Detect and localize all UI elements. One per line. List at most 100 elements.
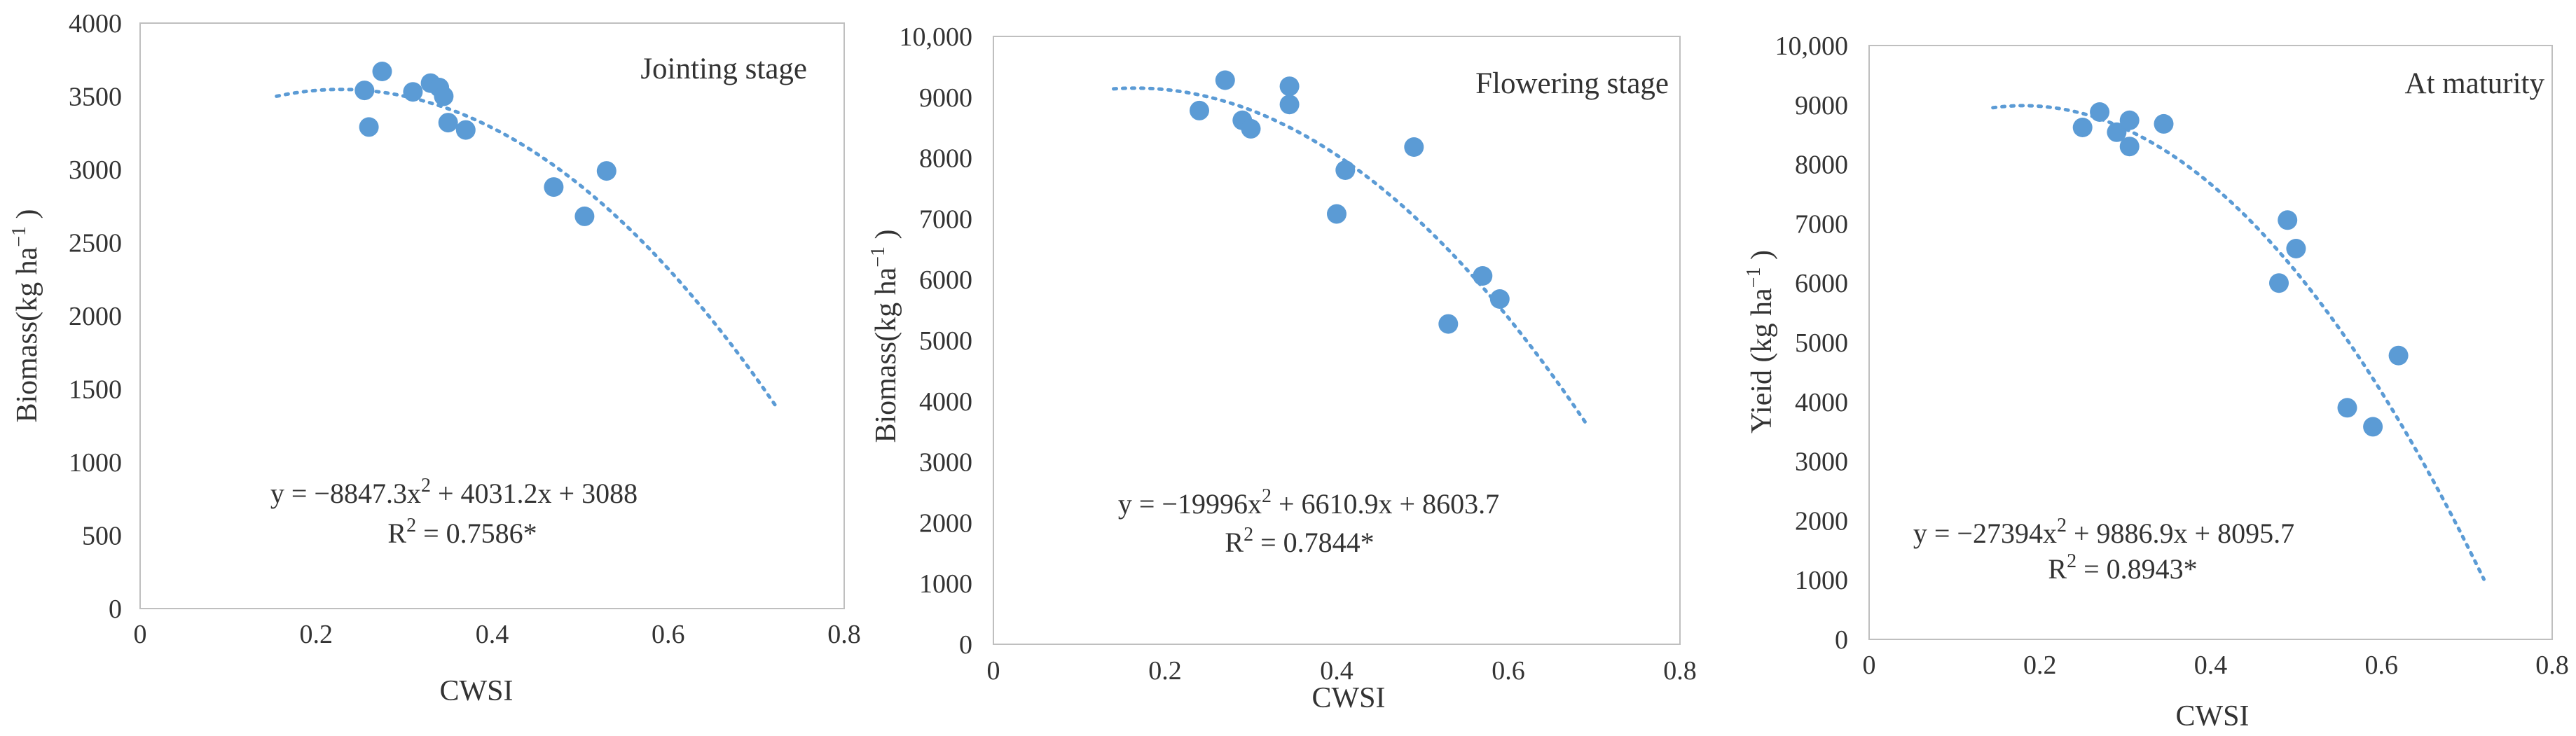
data-marks-maturity: 0 1000 2000 3000 4000 5000 6000 7000 8000 9000 10,… <box>1775 32 2569 680</box>
y-tick-label-jointing: 1500 <box>69 375 122 405</box>
x-tick-label-jointing: 0.8 <box>827 620 861 649</box>
data-point-maturity <box>2363 417 2383 437</box>
data-point-jointing <box>434 86 454 106</box>
y-tick-label-flowering: 5000 <box>919 326 972 356</box>
y-tick-label-maturity: 9000 <box>1795 91 1848 120</box>
x-tick-label-flowering: 0.8 <box>1663 656 1697 686</box>
x-tick-label-flowering: 0 <box>987 656 1000 686</box>
r-squared-jointing: R2 = 0.7586* <box>387 515 537 549</box>
data-point-maturity <box>2090 102 2110 122</box>
plot-area-flowering <box>993 36 1681 645</box>
plot-area-maturity <box>1868 45 2553 640</box>
data-point-maturity <box>2337 398 2357 418</box>
x-tick-label-jointing: 0 <box>134 620 147 649</box>
y-tick-label-jointing: 3500 <box>69 83 122 112</box>
data-point-jointing <box>403 82 423 102</box>
trendline-maturity <box>1991 104 2486 581</box>
y-axis-title-flowering: Biomass(kg ha−1 ) <box>867 229 902 443</box>
y-axis-title-jointing: Biomass(kg ha−1 ) <box>8 209 43 422</box>
x-tick-label-flowering: 0.6 <box>1492 656 1525 686</box>
data-point-flowering <box>1279 95 1300 115</box>
equation-maturity: y = −27394x2 + 9886.9x + 8095.7 <box>1913 515 2294 549</box>
data-point-flowering <box>1438 314 1459 334</box>
x-axis-title-jointing: CWSI <box>440 675 514 707</box>
x-axis-title-maturity: CWSI <box>2176 700 2250 732</box>
r-squared-flowering: R2 = 0.7844* <box>1225 524 1374 558</box>
data-point-maturity <box>2119 137 2140 157</box>
y-tick-label-flowering: 1000 <box>919 569 972 599</box>
data-point-maturity <box>2072 118 2093 137</box>
data-point-maturity <box>2107 122 2127 142</box>
data-point-maturity <box>2278 210 2298 230</box>
r-squared-maturity: R2 = 0.8943* <box>2048 550 2197 585</box>
y-tick-label-maturity: 2000 <box>1795 506 1848 536</box>
stage-label-maturity: At maturity <box>2405 67 2545 100</box>
data-marks-flowering: 0 1000 2000 3000 4000 5000 6000 7000 8000 9000 10,… <box>900 22 1697 686</box>
data-point-jointing <box>596 161 617 181</box>
data-point-jointing <box>544 177 564 197</box>
data-point-flowering <box>1215 70 1235 90</box>
y-tick-label-flowering: 7000 <box>919 204 972 234</box>
data-point-maturity <box>2154 113 2174 134</box>
data-point-flowering <box>1279 76 1300 97</box>
y-tick-label-flowering: 4000 <box>919 387 972 417</box>
y-tick-label-maturity: 3000 <box>1795 447 1848 477</box>
data-point-flowering <box>1241 118 1261 139</box>
stage-label-jointing: Jointing stage <box>640 53 807 85</box>
x-tick-label-maturity: 0 <box>1863 651 1876 680</box>
data-point-flowering <box>1327 204 1346 224</box>
data-point-jointing <box>574 206 595 226</box>
y-tick-label-maturity: 0 <box>1835 625 1848 655</box>
data-point-jointing <box>354 81 375 101</box>
x-tick-label-flowering: 0.4 <box>1320 656 1354 686</box>
data-marks-jointing: 0 500 1000 1500 2000 2500 3000 3500 4000 0 0.2 0.4 0… <box>69 9 861 649</box>
y-tick-label-jointing: 0 <box>109 595 122 624</box>
y-tick-label-maturity: 7000 <box>1795 209 1848 239</box>
y-tick-label-flowering: 3000 <box>919 448 972 478</box>
y-tick-label-flowering: 9000 <box>919 83 972 113</box>
data-point-jointing <box>438 113 458 133</box>
x-tick-label-jointing: 0.6 <box>652 620 685 649</box>
x-axis-title-flowering: CWSI <box>1312 682 1386 714</box>
trendline-flowering <box>1112 86 1587 425</box>
y-tick-label-jointing: 2500 <box>69 229 122 258</box>
data-point-flowering <box>1335 160 1356 180</box>
data-point-maturity <box>2388 345 2409 366</box>
y-tick-label-maturity: 6000 <box>1795 269 1848 298</box>
data-point-jointing <box>372 62 392 81</box>
data-point-jointing <box>359 117 379 137</box>
y-tick-label-jointing: 500 <box>82 522 122 551</box>
y-tick-label-maturity: 4000 <box>1795 388 1848 417</box>
panel-jointing: 0 500 1000 1500 2000 2500 3000 3500 4000 0 0.2 0.4 0… <box>8 9 861 707</box>
stage-label-flowering: Flowering stage <box>1475 67 1669 100</box>
x-tick-label-jointing: 0.4 <box>476 620 509 649</box>
y-tick-label-flowering: 6000 <box>919 265 972 295</box>
data-point-flowering <box>1404 137 1424 157</box>
y-tick-label-flowering: 0 <box>959 630 972 660</box>
y-tick-label-maturity: 8000 <box>1795 151 1848 180</box>
equation-flowering: y = −19996x2 + 6610.9x + 8603.7 <box>1118 485 1499 520</box>
data-point-flowering <box>1489 289 1510 309</box>
x-tick-label-maturity: 0.6 <box>2365 651 2399 680</box>
y-tick-label-flowering: 2000 <box>919 508 972 538</box>
y-tick-label-maturity: 5000 <box>1795 328 1848 358</box>
y-tick-label-jointing: 1000 <box>69 448 122 478</box>
x-tick-label-maturity: 0.4 <box>2194 651 2228 680</box>
y-tick-label-jointing: 4000 <box>69 9 122 39</box>
data-point-maturity <box>2119 110 2140 130</box>
panel-flowering: 0 1000 2000 3000 4000 5000 6000 7000 8000 9000 10,… <box>867 22 1697 714</box>
y-tick-label-jointing: 3000 <box>69 155 122 185</box>
x-tick-label-flowering: 0.2 <box>1148 656 1182 686</box>
plot-area-jointing <box>139 22 845 609</box>
y-tick-label-maturity: 10,000 <box>1775 32 1849 61</box>
trendline-jointing <box>275 88 780 412</box>
data-point-maturity <box>2286 239 2306 258</box>
data-point-maturity <box>2269 273 2289 293</box>
x-tick-label-maturity: 0.8 <box>2535 651 2569 680</box>
panel-maturity: 0 1000 2000 3000 4000 5000 6000 7000 8000 9000 10,… <box>1743 32 2569 732</box>
y-tick-label-jointing: 2000 <box>69 302 122 331</box>
data-point-flowering <box>1473 266 1493 286</box>
x-tick-label-jointing: 0.2 <box>300 620 333 649</box>
y-tick-label-flowering: 10,000 <box>900 22 973 52</box>
